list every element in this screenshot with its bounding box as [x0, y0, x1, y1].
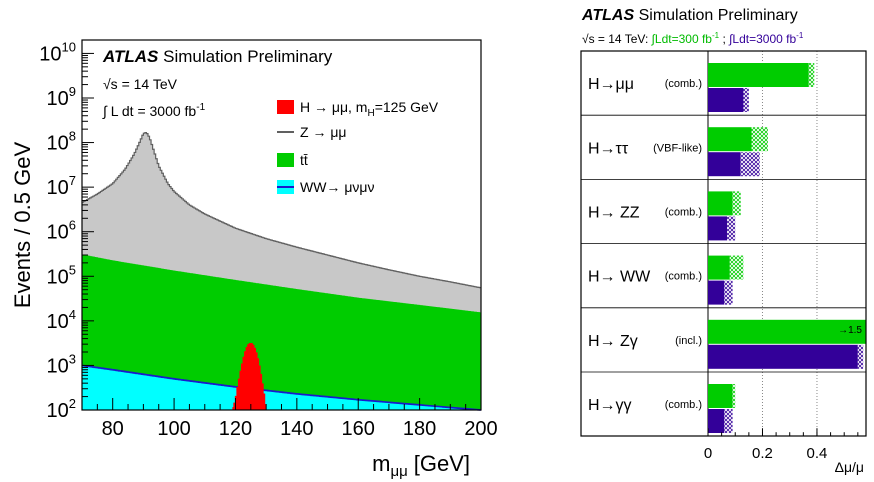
x-axis-ticks-right: 0 0.2 0.4: [704, 428, 859, 462]
y-tick-label: 106: [47, 218, 76, 244]
channel-note: (comb.): [665, 399, 702, 411]
mass-spectrum-plot: 80 100 120 140 160 180 200 1021031041051061071…: [10, 39, 498, 480]
area-ww: [82, 365, 481, 410]
x-tick-label: 200: [464, 418, 497, 440]
mass-spectrum-areas: [82, 131, 481, 411]
precision-bar-chart: ATLAS Simulation Preliminary √s = 14 TeV…: [580, 7, 867, 475]
bar-300fb-theory-unc: [751, 127, 768, 152]
legend-entry-ww: WW→ μνμν: [277, 179, 374, 195]
x-tick-label: 120: [219, 418, 252, 440]
bar-3000fb-theory-unc: [740, 152, 760, 177]
y-axis-label: Events / 0.5 GeV: [10, 142, 35, 309]
x-axis-label-right: Δμ/μ: [835, 459, 864, 475]
x-tick-label: 100: [157, 418, 190, 440]
atlas-label-right: ATLAS Simulation Preliminary: [581, 7, 798, 24]
channel-label: H→γγ: [588, 397, 632, 414]
bar-300fb-theory-unc: [808, 63, 815, 87]
y-tick-label: 107: [47, 173, 76, 199]
y-tick-label: 1010: [39, 39, 76, 65]
bar-3000fb-theory-unc: [857, 344, 864, 369]
atlas-label-left: ATLAS Simulation Preliminary: [102, 47, 333, 66]
y-tick-label: 109: [47, 84, 76, 110]
legend-header-right: √s = 14 TeV: ∫Ldt=300 fb-1 ; ∫Ldt=3000 f…: [582, 27, 804, 46]
legend-entry-ttbar: tt̄: [277, 152, 308, 168]
x-tick-label: 80: [102, 418, 124, 440]
area-z-mumu-outline: [82, 131, 481, 289]
bar-3000fb: [708, 409, 725, 433]
channel-label: H→ Zγ: [588, 333, 638, 350]
bar-300fb: [708, 127, 752, 152]
y-tick-label: 108: [47, 129, 76, 155]
legend-entry-z: Z → μμ: [277, 124, 346, 140]
bar-300fb: [708, 384, 733, 408]
bar-300fb: [708, 191, 733, 216]
y-tick-label: 102: [47, 396, 76, 422]
channel-label: H→ WW: [588, 269, 651, 286]
legend-swatch-higgs: [277, 100, 294, 114]
bar-3000fb: [708, 216, 728, 241]
x-tick-label-right: 0: [704, 445, 712, 462]
bar-3000fb: [708, 344, 858, 369]
bar-300fb-theory-unc: [732, 384, 736, 408]
x-tick-label: 180: [403, 418, 436, 440]
legend-label-ttbar: tt̄: [300, 152, 308, 168]
channel-note: (comb.): [665, 78, 702, 90]
channel-label: H→ ZZ: [588, 205, 640, 222]
bar-300fb: [708, 255, 730, 280]
bar-3000fb-theory-unc: [724, 409, 733, 433]
energy-label-left: √s = 14 TeV: [103, 76, 178, 92]
y-tick-label: 103: [47, 351, 76, 377]
legend-label-ww: WW→ μνμν: [300, 179, 374, 195]
legend-entry-higgs: H → μμ, mH=125 GeV: [277, 99, 439, 119]
legend-label-z: Z → μμ: [300, 124, 346, 140]
x-axis-label: mμμ [GeV]: [372, 451, 470, 480]
bar-3000fb: [708, 152, 741, 177]
channel-rows: H→μμ (comb.) H→ττ (VBF-like) H→ ZZ (comb.) H→ …: [581, 51, 866, 437]
channel-label: H→ττ: [588, 140, 629, 157]
channel-label: H→μμ: [588, 76, 634, 93]
lumi-label-left: ∫ L dt = 3000 fb-1: [102, 102, 206, 119]
bar-300fb: [708, 319, 866, 344]
area-ttbar-outline: [82, 254, 481, 314]
plot-frame-right: [580, 50, 867, 437]
area-higgs-outline: [232, 342, 267, 409]
x-axis-ticks: 80 100 120 140 160 180 200: [81, 398, 498, 440]
channel-note: (incl.): [675, 335, 702, 347]
legend-swatch-ttbar: [277, 153, 294, 167]
bar-300fb: [708, 63, 809, 87]
x-tick-label: 160: [342, 418, 375, 440]
legend: H → μμ, mH=125 GeV Z → μμ tt̄ WW→ μνμν: [277, 99, 439, 195]
overflow-label: →1.5: [838, 325, 862, 336]
bar-300fb-theory-unc: [732, 191, 741, 216]
bar-3000fb-theory-unc: [743, 88, 749, 112]
channel-note: (comb.): [665, 271, 702, 283]
x-tick-label-right: 0.2: [752, 445, 773, 462]
energy-label-right: √s = 14 TeV:: [582, 32, 648, 46]
bar-3000fb: [708, 280, 725, 305]
legend-label-higgs: H → μμ, mH=125 GeV: [300, 99, 439, 119]
area-higgs: [232, 343, 267, 410]
y-tick-label: 104: [47, 307, 76, 333]
channel-note: (comb.): [665, 207, 702, 219]
legend-label-300: ∫Ldt=300 fb: [651, 32, 713, 46]
bar-300fb-theory-unc: [729, 255, 744, 280]
bar-3000fb-theory-unc: [724, 280, 733, 305]
y-tick-label: 105: [47, 262, 76, 288]
x-tick-label: 140: [280, 418, 313, 440]
area-ww-outline: [82, 364, 481, 411]
channel-note: (VBF-like): [653, 142, 702, 154]
precision-bars: →1.5: [708, 63, 866, 433]
bar-3000fb: [708, 88, 744, 112]
legend-label-3000: ∫Ldt=3000 fb: [728, 32, 796, 46]
bar-3000fb-theory-unc: [727, 216, 736, 241]
area-ttbar: [82, 255, 481, 410]
x-tick-label-right: 0.4: [807, 445, 828, 462]
y-axis-ticks: 102 103 104 105 106 107 108 109 1010: [39, 39, 94, 422]
